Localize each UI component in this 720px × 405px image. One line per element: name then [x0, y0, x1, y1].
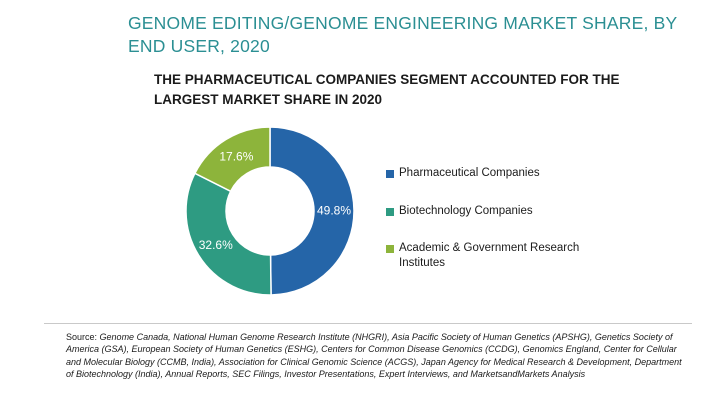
slice-academic [193, 126, 271, 193]
source-note: Source: Genome Canada, National Human Ge… [66, 331, 688, 381]
legend-label-biotechnology: Biotechnology Companies [399, 205, 533, 217]
source-prefix: Source: [66, 332, 98, 342]
slice-label-biotechnology: 32.6% [199, 238, 233, 252]
legend-label-academic: Academic & Government Research Institute… [399, 242, 580, 269]
slice-biotechnology [185, 172, 272, 296]
chart-title: GENOME EDITING/GENOME ENGINEERING MARKET… [128, 13, 678, 56]
legend-swatch-biotechnology [386, 208, 394, 216]
slice-label-academic: 17.6% [219, 150, 253, 164]
legend-swatch-pharmaceutical [386, 170, 394, 178]
source-text: Genome Canada, National Human Genome Res… [66, 332, 682, 380]
legend-label-pharmaceutical: Pharmaceutical Companies [399, 167, 540, 179]
slice-label-pharmaceutical: 49.8% [317, 204, 351, 218]
legend-item-pharmaceutical: Pharmaceutical Companies [386, 166, 619, 181]
slice-pharmaceutical [269, 126, 355, 296]
divider [44, 323, 692, 324]
legend-swatch-academic [386, 245, 394, 253]
legend-item-academic: Academic & Government Research Institute… [386, 241, 619, 271]
legend-item-biotechnology: Biotechnology Companies [386, 204, 619, 219]
chart-subtitle: THE PHARMACEUTICAL COMPANIES SEGMENT ACC… [154, 72, 620, 107]
